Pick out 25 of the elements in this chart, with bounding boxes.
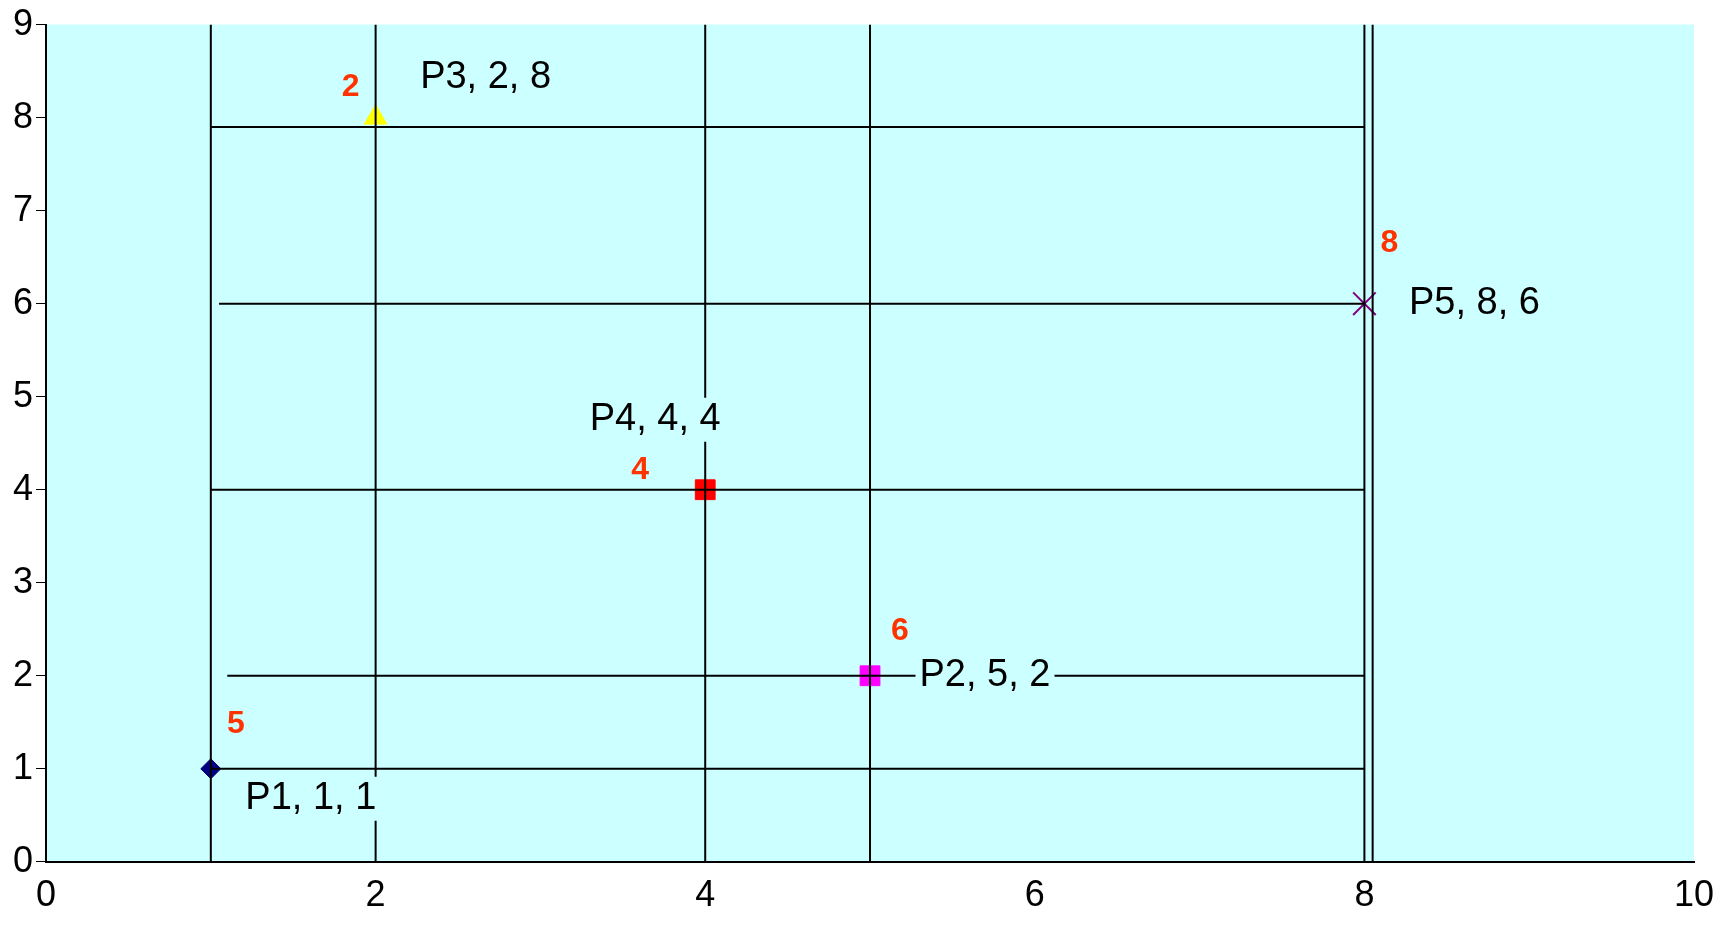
y-tick-label: 8 <box>12 94 34 136</box>
annotation: P5, 8, 6 <box>1408 280 1540 323</box>
x-tick-label: 8 <box>1354 873 1375 915</box>
y-tick-label: 6 <box>12 280 34 322</box>
y-tick-label: 9 <box>12 1 34 43</box>
x-tick-label: 4 <box>695 873 716 915</box>
annotation: 6 <box>891 610 909 647</box>
y-tick-label: 7 <box>12 187 34 229</box>
x-tick-label: 6 <box>1024 873 1045 915</box>
annotation: P4, 4, 4 <box>589 396 721 439</box>
y-tick-label: 2 <box>12 652 34 694</box>
y-tick-label: 4 <box>12 466 34 508</box>
y-tick-label: 1 <box>12 745 34 787</box>
y-tick-label: 0 <box>12 838 34 880</box>
y-tick-label: 5 <box>12 373 34 415</box>
x-tick-label: 2 <box>365 873 386 915</box>
y-tick-label: 3 <box>12 559 34 601</box>
annotation: 8 <box>1380 223 1399 260</box>
annotation: 5 <box>226 703 245 740</box>
annotation: P1, 1, 1 <box>245 775 377 818</box>
annotation: P2, 5, 2 <box>919 652 1051 695</box>
annotation: 4 <box>631 449 650 486</box>
x-tick-label: 10 <box>1673 873 1715 915</box>
annotation: 2 <box>341 67 360 104</box>
annotation: P3, 2, 8 <box>420 54 552 97</box>
